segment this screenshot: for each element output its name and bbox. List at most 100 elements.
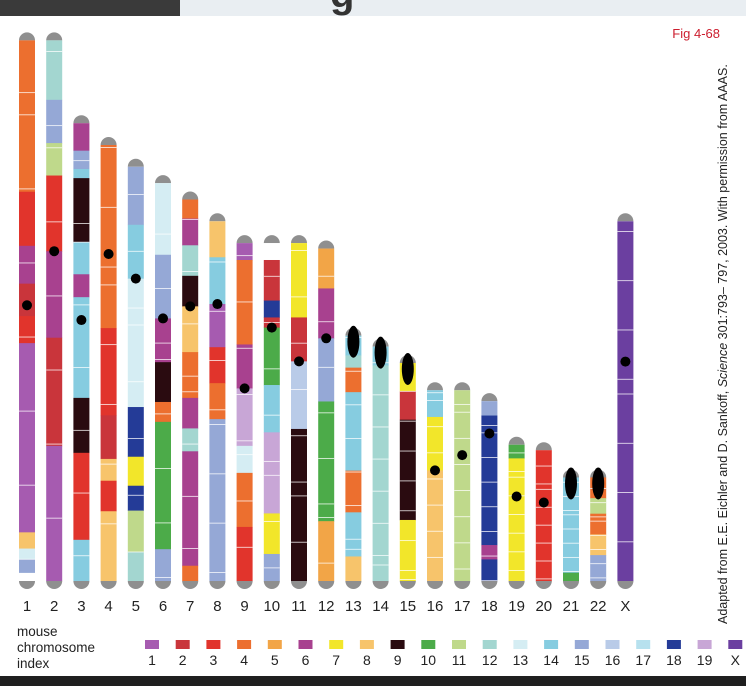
band-line [182, 323, 199, 325]
chromosome-label-4: 4 [104, 598, 112, 615]
band-7-3 [182, 275, 199, 307]
band-2-1 [46, 99, 63, 144]
chromosome-label-22: 22 [590, 598, 607, 615]
band-line [318, 457, 335, 459]
chromosome-label-12: 12 [318, 598, 335, 615]
band-line [46, 221, 63, 223]
band-line [535, 524, 552, 526]
band-4-0 [100, 145, 117, 255]
band-line [127, 307, 144, 309]
band-9-5 [236, 472, 253, 528]
band-5-6 [127, 510, 144, 553]
centromere-8 [212, 299, 223, 310]
band-line [100, 344, 117, 346]
figure-label: Fig 4-68 [672, 26, 720, 41]
band-line [617, 492, 634, 493]
band-line [236, 301, 253, 303]
legend-swatch-3 [206, 640, 221, 649]
telomere-cap [508, 581, 525, 589]
band-15-3 [399, 519, 416, 582]
centromere-14 [374, 336, 387, 369]
telomere-cap [481, 581, 498, 589]
band-line [481, 425, 498, 426]
band-line [73, 304, 90, 306]
legend-swatch-1 [145, 640, 159, 649]
chromosome-label-5: 5 [132, 598, 140, 615]
band-7-8 [182, 451, 199, 567]
band-line [318, 366, 335, 368]
band-line [617, 329, 634, 331]
band-18-4 [481, 559, 498, 582]
band-line [182, 391, 199, 393]
telomere-cap [399, 581, 416, 589]
band-18-1 [481, 415, 498, 434]
band-7-0 [182, 199, 199, 219]
telomere-cap [46, 32, 63, 41]
band-10-5 [263, 385, 280, 433]
band-line [127, 250, 144, 252]
band-8-4 [209, 383, 226, 420]
band-10-2 [263, 300, 280, 318]
band-line [182, 218, 199, 220]
band-line [46, 443, 63, 445]
legend-label-16: 16 [605, 652, 621, 668]
band-line [318, 503, 335, 505]
band-line [345, 438, 362, 439]
band-3-2 [73, 168, 90, 179]
chromosome-label-13: 13 [345, 598, 362, 615]
band-line [127, 438, 144, 439]
band-line [127, 551, 144, 553]
band-line [481, 531, 498, 532]
telomere-cap [563, 581, 579, 589]
band-line [100, 463, 117, 465]
band-line [73, 367, 90, 369]
band-2-0 [46, 40, 63, 101]
band-line [182, 271, 199, 273]
chromosome-1 [19, 32, 35, 589]
band-line [291, 435, 307, 437]
band-line [372, 490, 389, 492]
centromere-20 [538, 497, 549, 508]
chromosome-label-16: 16 [427, 598, 444, 615]
telomere-cap [427, 581, 443, 589]
band-line [617, 442, 634, 444]
band-10-7 [263, 513, 280, 555]
band-line [454, 411, 471, 413]
band-line [19, 92, 35, 94]
band-line [236, 394, 253, 395]
legend-swatch-X [728, 640, 743, 649]
band-line [182, 443, 199, 445]
band-line [345, 505, 362, 507]
band-9-2 [236, 344, 253, 389]
band-line [100, 523, 117, 525]
band-6-5 [155, 421, 171, 550]
band-line [427, 392, 443, 394]
band-3-8 [73, 452, 90, 541]
band-5-2 [127, 278, 144, 408]
chromosome-8 [209, 213, 226, 589]
band-line [73, 492, 90, 494]
band-line [155, 358, 171, 360]
band-line [590, 516, 607, 518]
band-22-3 [590, 534, 607, 556]
band-11-3 [291, 428, 307, 464]
band-line [209, 522, 226, 524]
centromere-5 [130, 273, 141, 284]
band-line [372, 554, 389, 556]
band-17-0 [454, 390, 471, 582]
band-line [100, 206, 117, 208]
band-line [372, 426, 389, 428]
band-line [590, 502, 607, 504]
telomere-cap [46, 581, 63, 589]
band-4-6 [100, 511, 117, 582]
band-line [73, 223, 90, 224]
telomere-cap [263, 581, 280, 589]
band-line [617, 378, 634, 380]
legend-swatch-4 [237, 640, 252, 649]
chromosome-2 [46, 32, 63, 589]
band-12-3 [318, 401, 335, 522]
legend-swatch-11 [452, 640, 466, 649]
band-9-4 [236, 445, 253, 474]
telomere-cap [127, 581, 144, 589]
band-9-0 [236, 243, 253, 261]
